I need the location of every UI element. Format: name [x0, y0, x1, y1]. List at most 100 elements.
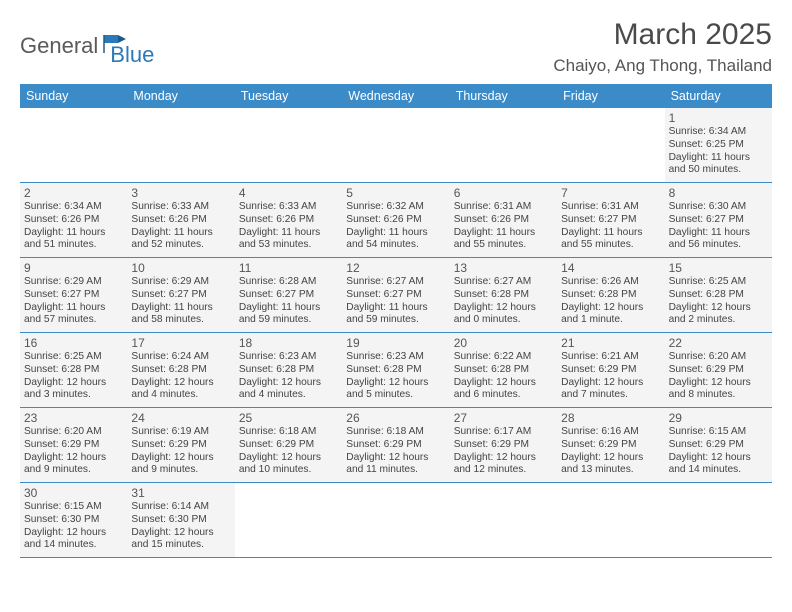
- day-info: Sunrise: 6:33 AMSunset: 6:26 PMDaylight:…: [131, 201, 230, 252]
- day-info: Sunrise: 6:18 AMSunset: 6:29 PMDaylight:…: [346, 426, 445, 477]
- sunrise-text: Sunrise: 6:20 AM: [24, 426, 123, 439]
- sunrise-text: Sunrise: 6:18 AM: [346, 426, 445, 439]
- day-info: Sunrise: 6:29 AMSunset: 6:27 PMDaylight:…: [24, 276, 123, 327]
- sunset-text: Sunset: 6:25 PM: [669, 139, 768, 152]
- sunrise-text: Sunrise: 6:26 AM: [561, 276, 660, 289]
- day-number: 29: [669, 411, 768, 425]
- daylight-text: Daylight: 11 hours and 55 minutes.: [561, 227, 660, 253]
- sunrise-text: Sunrise: 6:14 AM: [131, 501, 230, 514]
- calendar-cell-day-17: 17Sunrise: 6:24 AMSunset: 6:28 PMDayligh…: [127, 333, 234, 407]
- calendar-cell-day-27: 27Sunrise: 6:17 AMSunset: 6:29 PMDayligh…: [450, 408, 557, 482]
- day-info: Sunrise: 6:16 AMSunset: 6:29 PMDaylight:…: [561, 426, 660, 477]
- day-info: Sunrise: 6:25 AMSunset: 6:28 PMDaylight:…: [24, 351, 123, 402]
- day-header-sunday: Sunday: [20, 84, 127, 108]
- sunrise-text: Sunrise: 6:34 AM: [24, 201, 123, 214]
- calendar-cell-day-9: 9Sunrise: 6:29 AMSunset: 6:27 PMDaylight…: [20, 258, 127, 332]
- day-header-thursday: Thursday: [450, 84, 557, 108]
- calendar: SundayMondayTuesdayWednesdayThursdayFrid…: [20, 84, 772, 558]
- calendar-cell-day-23: 23Sunrise: 6:20 AMSunset: 6:29 PMDayligh…: [20, 408, 127, 482]
- day-number: 22: [669, 336, 768, 350]
- calendar-cell-empty: [665, 483, 772, 557]
- sunset-text: Sunset: 6:29 PM: [131, 439, 230, 452]
- calendar-cell-day-29: 29Sunrise: 6:15 AMSunset: 6:29 PMDayligh…: [665, 408, 772, 482]
- sunset-text: Sunset: 6:26 PM: [454, 214, 553, 227]
- sunrise-text: Sunrise: 6:15 AM: [24, 501, 123, 514]
- day-header-wednesday: Wednesday: [342, 84, 449, 108]
- calendar-cell-empty: [450, 108, 557, 182]
- daylight-text: Daylight: 11 hours and 58 minutes.: [131, 302, 230, 328]
- calendar-row: 23Sunrise: 6:20 AM Sunset: 6:29 PM Dayligh…: [20, 408, 772, 483]
- daylight-text: Daylight: 12 hours and 6 minutes.: [454, 377, 553, 403]
- month-title: March 2025: [553, 18, 772, 52]
- day-info: Sunrise: 6:28 AMSunset: 6:27 PMDaylight:…: [239, 276, 338, 327]
- day-number: 20: [454, 336, 553, 350]
- day-info: Sunrise: 6:34 AMSunset: 6:25 PMDaylight:…: [669, 126, 768, 177]
- sunrise-text: Sunrise: 6:31 AM: [561, 201, 660, 214]
- calendar-cell-day-25: 25Sunrise: 6:18 AMSunset: 6:29 PMDayligh…: [235, 408, 342, 482]
- day-number: 26: [346, 411, 445, 425]
- calendar-cell-day-20: 20Sunrise: 6:22 AMSunset: 6:28 PMDayligh…: [450, 333, 557, 407]
- calendar-cell-empty: [235, 108, 342, 182]
- day-info: Sunrise: 6:31 AMSunset: 6:26 PMDaylight:…: [454, 201, 553, 252]
- daylight-text: Daylight: 12 hours and 15 minutes.: [131, 527, 230, 553]
- header: General Blue March 2025 Chaiyo, Ang Thon…: [20, 18, 772, 76]
- daylight-text: Daylight: 12 hours and 14 minutes.: [24, 527, 123, 553]
- daylight-text: Daylight: 11 hours and 59 minutes.: [346, 302, 445, 328]
- sunset-text: Sunset: 6:27 PM: [239, 289, 338, 302]
- daylight-text: Daylight: 12 hours and 9 minutes.: [24, 452, 123, 478]
- day-info: Sunrise: 6:29 AMSunset: 6:27 PMDaylight:…: [131, 276, 230, 327]
- calendar-cell-day-6: 6Sunrise: 6:31 AMSunset: 6:26 PMDaylight…: [450, 183, 557, 257]
- calendar-cell-day-19: 19Sunrise: 6:23 AMSunset: 6:28 PMDayligh…: [342, 333, 449, 407]
- day-info: Sunrise: 6:31 AMSunset: 6:27 PMDaylight:…: [561, 201, 660, 252]
- daylight-text: Daylight: 12 hours and 2 minutes.: [669, 302, 768, 328]
- daylight-text: Daylight: 12 hours and 7 minutes.: [561, 377, 660, 403]
- day-info: Sunrise: 6:20 AMSunset: 6:29 PMDaylight:…: [669, 351, 768, 402]
- day-number: 28: [561, 411, 660, 425]
- day-number: 9: [24, 261, 123, 275]
- sunrise-text: Sunrise: 6:22 AM: [454, 351, 553, 364]
- sunrise-text: Sunrise: 6:29 AM: [131, 276, 230, 289]
- day-info: Sunrise: 6:27 AMSunset: 6:27 PMDaylight:…: [346, 276, 445, 327]
- sunrise-text: Sunrise: 6:23 AM: [239, 351, 338, 364]
- day-number: 3: [131, 186, 230, 200]
- day-number: 25: [239, 411, 338, 425]
- day-number: 7: [561, 186, 660, 200]
- daylight-text: Daylight: 12 hours and 8 minutes.: [669, 377, 768, 403]
- calendar-cell-empty: [20, 108, 127, 182]
- daylight-text: Daylight: 11 hours and 53 minutes.: [239, 227, 338, 253]
- day-number: 16: [24, 336, 123, 350]
- calendar-cell-day-30: 30Sunrise: 6:15 AMSunset: 6:30 PMDayligh…: [20, 483, 127, 557]
- sunset-text: Sunset: 6:29 PM: [454, 439, 553, 452]
- sunrise-text: Sunrise: 6:25 AM: [669, 276, 768, 289]
- sunset-text: Sunset: 6:28 PM: [454, 364, 553, 377]
- calendar-cell-empty: [450, 483, 557, 557]
- daylight-text: Daylight: 12 hours and 4 minutes.: [131, 377, 230, 403]
- calendar-cell-day-31: 31Sunrise: 6:14 AMSunset: 6:30 PMDayligh…: [127, 483, 234, 557]
- day-number: 14: [561, 261, 660, 275]
- daylight-text: Daylight: 11 hours and 56 minutes.: [669, 227, 768, 253]
- day-number: 27: [454, 411, 553, 425]
- day-info: Sunrise: 6:30 AMSunset: 6:27 PMDaylight:…: [669, 201, 768, 252]
- sunrise-text: Sunrise: 6:20 AM: [669, 351, 768, 364]
- calendar-cell-day-13: 13Sunrise: 6:27 AMSunset: 6:28 PMDayligh…: [450, 258, 557, 332]
- daylight-text: Daylight: 11 hours and 50 minutes.: [669, 152, 768, 178]
- day-number: 23: [24, 411, 123, 425]
- day-number: 8: [669, 186, 768, 200]
- sunset-text: Sunset: 6:29 PM: [561, 439, 660, 452]
- sunrise-text: Sunrise: 6:33 AM: [239, 201, 338, 214]
- calendar-cell-empty: [235, 483, 342, 557]
- calendar-cell-day-15: 15Sunrise: 6:25 AMSunset: 6:28 PMDayligh…: [665, 258, 772, 332]
- sunset-text: Sunset: 6:28 PM: [454, 289, 553, 302]
- calendar-cell-day-16: 16Sunrise: 6:25 AMSunset: 6:28 PMDayligh…: [20, 333, 127, 407]
- day-number: 24: [131, 411, 230, 425]
- calendar-cell-day-4: 4Sunrise: 6:33 AMSunset: 6:26 PMDaylight…: [235, 183, 342, 257]
- day-number: 10: [131, 261, 230, 275]
- day-number: 18: [239, 336, 338, 350]
- calendar-cell-day-5: 5Sunrise: 6:32 AMSunset: 6:26 PMDaylight…: [342, 183, 449, 257]
- day-info: Sunrise: 6:32 AMSunset: 6:26 PMDaylight:…: [346, 201, 445, 252]
- sunset-text: Sunset: 6:28 PM: [669, 289, 768, 302]
- day-info: Sunrise: 6:27 AMSunset: 6:28 PMDaylight:…: [454, 276, 553, 327]
- sunset-text: Sunset: 6:26 PM: [24, 214, 123, 227]
- sunrise-text: Sunrise: 6:24 AM: [131, 351, 230, 364]
- calendar-cell-day-8: 8Sunrise: 6:30 AMSunset: 6:27 PMDaylight…: [665, 183, 772, 257]
